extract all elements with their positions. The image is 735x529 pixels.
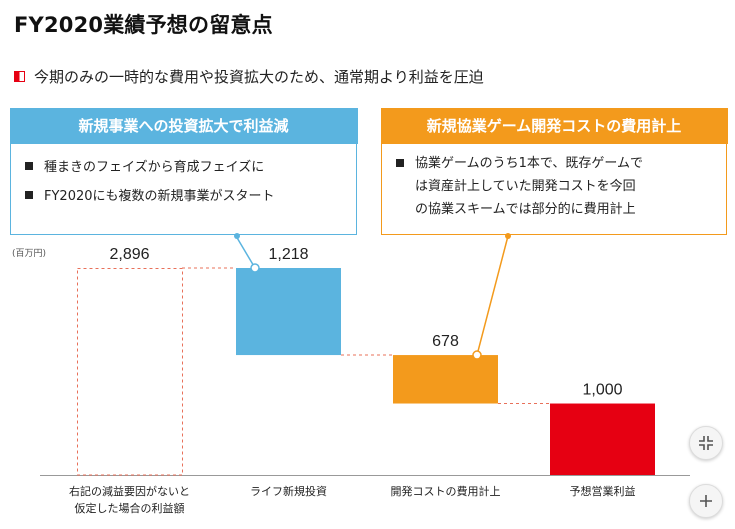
category-label-line: 開発コストの費用計上 xyxy=(390,485,501,498)
subtitle-text: 今期のみの一時的な費用や投資拡大のため、通常期より利益を圧迫 xyxy=(34,68,484,86)
callout-dev-cost-line: 協業ゲームのうち1本で、既存ゲームで xyxy=(396,152,716,175)
page-title: FY2020業績予想の留意点 xyxy=(14,13,273,37)
category-label: ライフ新規投資 xyxy=(204,483,374,500)
callout-investment-item: FY2020にも複数の新規事業がスタート xyxy=(25,184,346,209)
category-label: 開発コストの費用計上 xyxy=(361,483,531,500)
category-label-line: 仮定した場合の利益額 xyxy=(74,502,185,515)
zoom-in-button[interactable] xyxy=(689,484,723,518)
callout-pointer-dot xyxy=(472,350,482,360)
callout-pointer-dot xyxy=(250,263,260,273)
callout-pointer-dev-cost xyxy=(476,235,509,356)
callout-pointer-dot xyxy=(234,233,240,239)
bar-total xyxy=(550,403,655,475)
category-label-line: ライフ新規投資 xyxy=(250,485,327,498)
bar-decrease xyxy=(393,355,498,404)
bullet-marker-icon xyxy=(14,71,25,82)
callout-investment-item: 種まきのフェイズから育成フェイズに xyxy=(25,155,346,180)
square-bullet-icon xyxy=(25,161,33,170)
callout-dev-cost-line: は資産計上していた開発コストを今回 xyxy=(415,178,636,194)
callout-dev-cost-line: の協業スキームでは部分的に費用計上 xyxy=(415,201,636,217)
chart-unit-label: (百万円) xyxy=(12,249,47,259)
data-label: 1,218 xyxy=(268,246,308,263)
callout-pointer-investment xyxy=(235,235,256,269)
callout-dev-cost: 新規協業ゲーム開発コストの費用計上 協業ゲームのうち1本で、既存ゲームで は資産… xyxy=(380,107,728,235)
square-bullet-icon xyxy=(396,158,404,167)
data-label: 2,896 xyxy=(109,246,149,263)
callout-dev-cost-heading: 新規協業ゲーム開発コストの費用計上 xyxy=(380,107,728,144)
callout-investment: 新規事業への投資拡大で利益減 種まきのフェイズから育成フェイズに FY2020に… xyxy=(9,107,358,235)
category-label-line: 右記の減益要因がないと xyxy=(69,485,190,498)
data-label: 1,000 xyxy=(582,382,622,399)
subtitle: 今期のみの一時的な費用や投資拡大のため、通常期より利益を圧迫 xyxy=(14,66,484,87)
square-bullet-icon xyxy=(25,190,33,199)
callout-pointer-dot xyxy=(505,233,511,239)
bar-decrease xyxy=(236,268,341,356)
category-label: 予想営業利益 xyxy=(518,483,688,500)
category-label: 右記の減益要因がないと 仮定した場合の利益額 xyxy=(45,483,215,517)
collapse-icon xyxy=(699,436,713,450)
data-label: 678 xyxy=(432,333,459,350)
bar-total-hypothetical xyxy=(77,268,183,476)
category-label-line: 予想営業利益 xyxy=(569,485,636,498)
collapse-button[interactable] xyxy=(689,426,723,460)
plus-icon xyxy=(700,495,712,507)
callout-investment-heading: 新規事業への投資拡大で利益減 xyxy=(9,107,358,144)
